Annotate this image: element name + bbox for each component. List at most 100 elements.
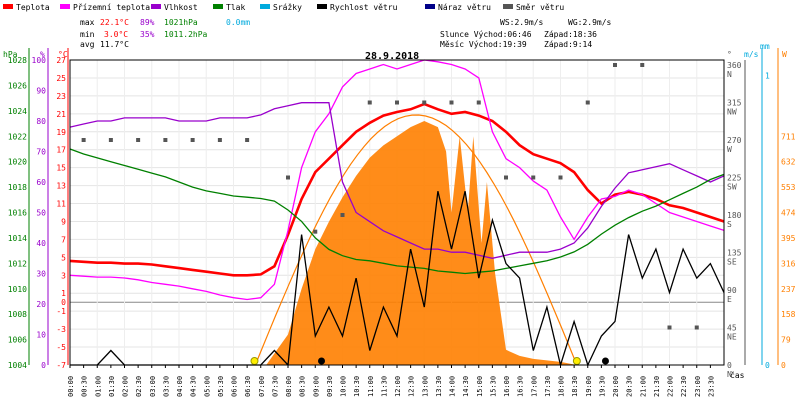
- axes-layer: [28, 48, 779, 368]
- temperature-tick: 15: [56, 164, 66, 173]
- legend-swatch: [425, 4, 435, 9]
- wind-direction-point: [245, 138, 250, 142]
- wind-speed-unit: m/s: [744, 50, 759, 59]
- wind-direction-point: [367, 100, 372, 105]
- direction-name: NW: [727, 108, 737, 117]
- x-tick-label: 21:00: [639, 376, 647, 397]
- radiation-tick: 158: [781, 310, 796, 319]
- legend-label: Náraz větru: [438, 3, 491, 12]
- pressure-tick: 1018: [8, 183, 27, 192]
- x-tick-label: 05:30: [217, 376, 225, 397]
- temperature-tick: 9: [61, 217, 66, 226]
- humidity-tick: 20: [36, 300, 46, 309]
- direction-unit: °: [727, 50, 732, 59]
- x-tick-label: 06:30: [244, 376, 252, 397]
- wind-direction-point: [667, 325, 672, 330]
- wind-gust-stat: WG:2.9m/s: [568, 18, 612, 27]
- radiation-tick: 553: [781, 183, 796, 192]
- legend-swatch: [3, 4, 13, 9]
- legend-label: Teplota: [16, 3, 50, 12]
- text-layer: 1004100610081010101210141016101810201022…: [3, 3, 796, 397]
- humidity-tick: 80: [36, 117, 46, 126]
- x-tick-label: 17:00: [530, 376, 538, 397]
- pressure-tick: 1022: [8, 132, 27, 141]
- x-tick-label: 15:00: [476, 376, 484, 397]
- direction-tick: 45: [727, 324, 737, 333]
- wind-direction-point: [313, 229, 318, 234]
- wind-direction-point: [136, 138, 141, 142]
- direction-tick: 360: [727, 61, 742, 70]
- radiation-tick: 316: [781, 259, 796, 268]
- rain-unit: mm: [760, 42, 770, 51]
- series-line-2: [69, 102, 725, 259]
- x-tick-label: 03:00: [149, 376, 157, 397]
- max-hum: 89%: [140, 18, 155, 27]
- legend-label: Srážky: [273, 3, 302, 12]
- wind-direction-point: [694, 325, 699, 330]
- legend-swatch: [60, 4, 70, 9]
- x-tick-label: 19:00: [585, 376, 593, 397]
- min-temp: 3.0°C: [104, 30, 128, 39]
- radiation-layer: [254, 114, 577, 366]
- wind-direction-point: [613, 63, 617, 67]
- x-tick-label: 06:00: [231, 376, 239, 397]
- legend-label: Směr větru: [516, 3, 564, 12]
- x-tick-label: 23:00: [694, 376, 702, 397]
- avg-temp: 11.7°C: [100, 40, 129, 49]
- x-tick-label: 05:00: [203, 376, 211, 397]
- radiation-tick: 632: [781, 158, 796, 167]
- max-temp: 22.1°C: [100, 18, 129, 27]
- legend-swatch: [213, 4, 223, 9]
- pressure-tick: 1026: [8, 81, 27, 90]
- x-tick-label: 07:30: [271, 376, 279, 397]
- direction-tick: 270: [727, 136, 742, 145]
- direction-name: S: [727, 220, 732, 229]
- temperature-tick: 25: [56, 74, 66, 83]
- wind-speed-tick: 1: [765, 71, 770, 80]
- wind-direction-point: [449, 100, 454, 105]
- legend-label: Rychlost větru: [330, 3, 398, 12]
- wind-direction-point: [190, 138, 195, 142]
- x-tick-label: 14:30: [462, 376, 470, 397]
- pressure-tick: 1006: [8, 336, 27, 345]
- humidity-tick: 60: [36, 178, 46, 187]
- max-press: 1021hPa: [164, 18, 198, 27]
- sunset-marker: [572, 357, 581, 365]
- legend-swatch: [151, 4, 161, 9]
- wind-direction-point: [640, 63, 645, 67]
- x-tick-label: 22:30: [680, 376, 688, 397]
- pressure-tick: 1014: [8, 234, 27, 243]
- wind-direction-point: [585, 100, 590, 105]
- x-tick-label: 15:30: [489, 376, 497, 397]
- direction-tick: 315: [727, 99, 742, 108]
- pressure-tick: 1008: [8, 310, 27, 319]
- x-tick-label: 07:00: [258, 376, 266, 397]
- time-unit: čas: [730, 370, 745, 380]
- x-tick-label: 09:30: [326, 376, 334, 397]
- direction-name: N: [727, 370, 732, 379]
- series-layer: [69, 59, 725, 368]
- x-tick-label: 01:30: [108, 376, 116, 397]
- x-tick-label: 00:30: [81, 376, 89, 397]
- temperature-tick: 13: [56, 182, 66, 191]
- legend-label: Přízemní teplota: [73, 3, 150, 12]
- pressure-tick: 1004: [8, 361, 27, 370]
- temperature-tick: -3: [56, 325, 66, 334]
- temperature-tick: 27: [56, 56, 66, 65]
- radiation-tick: 79: [781, 336, 791, 345]
- min-label: min: [80, 30, 95, 39]
- x-tick-label: 10:00: [340, 376, 348, 397]
- legend-swatch: [260, 4, 270, 9]
- direction-name: SW: [727, 183, 737, 192]
- x-tick-label: 00:00: [67, 376, 75, 397]
- moonrise-marker: [601, 357, 609, 365]
- direction-name: SE: [727, 258, 737, 267]
- x-tick-label: 01:00: [94, 376, 102, 397]
- wind-direction-point: [476, 100, 481, 105]
- pressure-tick: 1010: [8, 285, 27, 294]
- x-tick-label: 10:30: [353, 376, 361, 397]
- humidity-tick: 0: [41, 361, 46, 370]
- radiation-area: [266, 121, 577, 365]
- wind-direction-point: [395, 100, 399, 105]
